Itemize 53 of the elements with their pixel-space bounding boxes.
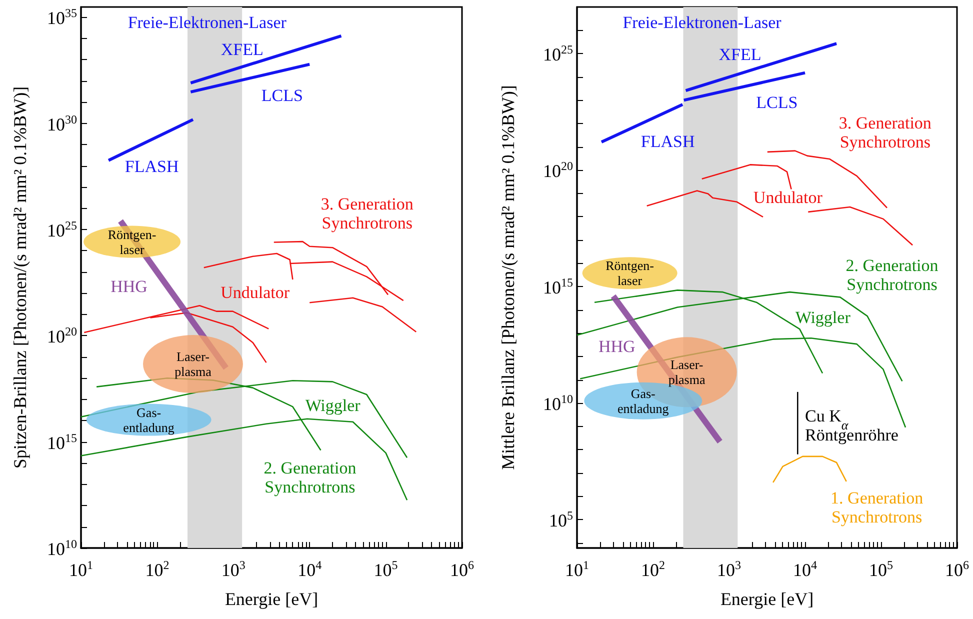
y-axis-title: Mittlere Brillanz [Photonen/(s mrad² mm² 0.1%BW)] (498, 85, 518, 470)
annotation: FLASH (640, 132, 695, 152)
annotation: 2. Generation Synchrotrons (846, 256, 939, 294)
annotation: Röntgen- laser (108, 226, 156, 257)
x-tick-label: 10$^{6}$ (945, 558, 969, 580)
y-tick-label: 10$^{25}$ (47, 218, 77, 240)
x-tick-label: 10$^{4}$ (298, 558, 322, 580)
x-tick-label: 10$^{5}$ (869, 558, 893, 580)
annotation: Undulator (753, 188, 823, 207)
annotation: Gas- entladung (617, 386, 670, 416)
annotation: Cu K$_{α}$ Röntgenröhre (805, 406, 898, 445)
y-tick-label: 10$^{15}$ (543, 276, 573, 298)
y-tick-label: 10$^{20}$ (543, 159, 573, 182)
annotation: LCLS (756, 93, 798, 112)
annotation: HHG (110, 277, 148, 296)
annotation: HHG (598, 337, 636, 356)
annotation: Laser- plasma (174, 349, 212, 380)
x-tick-label: 10$^{2}$ (641, 558, 665, 580)
annotation: 3. Generation Synchrotrons (320, 194, 414, 233)
x-tick-label: 10$^{5}$ (374, 558, 398, 580)
y-axis-title: Spitzen-Brillanz [Photonen/(s mrad² mm² 0.1%BW)] (10, 86, 30, 469)
annotation: Laser- plasma (668, 357, 706, 388)
annotation: Freie-Elektronen-Laser (622, 13, 782, 32)
x-tick-label: 10$^{3}$ (221, 558, 246, 580)
x-tick-label: 10$^{1}$ (69, 558, 93, 580)
x-tick-label: 10$^{6}$ (450, 558, 474, 580)
annotation: Undulator (220, 283, 290, 302)
x-tick-label: 10$^{4}$ (793, 558, 817, 580)
annotation: Freie-Elektronen-Laser (128, 13, 287, 32)
y-tick-label: 10$^{10}$ (543, 392, 573, 414)
x-tick-label: 10$^{2}$ (145, 558, 170, 580)
y-tick-label: 10$^{35}$ (47, 6, 77, 28)
y-tick-label: 10$^{10}$ (47, 537, 77, 559)
annotation: LCLS (261, 86, 303, 106)
annotation: FLASH (124, 157, 179, 176)
x-tick-label: 10$^{3}$ (717, 558, 741, 580)
x-tick-label: 10$^{1}$ (565, 558, 589, 580)
y-tick-label: 10$^{25}$ (543, 42, 573, 65)
annotation: XFEL (718, 45, 762, 64)
y-tick-label: 10$^{30}$ (47, 112, 77, 134)
annotation: 2. Generation Synchrotrons (264, 458, 357, 497)
annotation: Wiggler (795, 308, 851, 327)
x-axis-title: Energie [eV] (224, 589, 318, 609)
y-tick-label: 10$^{20}$ (47, 324, 77, 347)
x-axis-title: Energie [eV] (720, 589, 814, 609)
annotation: Gas- entladung (123, 404, 175, 435)
annotation: Röntgen- laser (606, 258, 654, 288)
annotation: 1. Generation Synchrotrons (830, 488, 924, 526)
y-tick-label: 10$^{15}$ (47, 430, 77, 453)
y-tick-label: 10$^{5}$ (549, 508, 573, 531)
annotation: XFEL (220, 40, 264, 60)
annotation: Wiggler (305, 396, 361, 416)
annotation: 3. Generation Synchrotrons (838, 113, 932, 152)
